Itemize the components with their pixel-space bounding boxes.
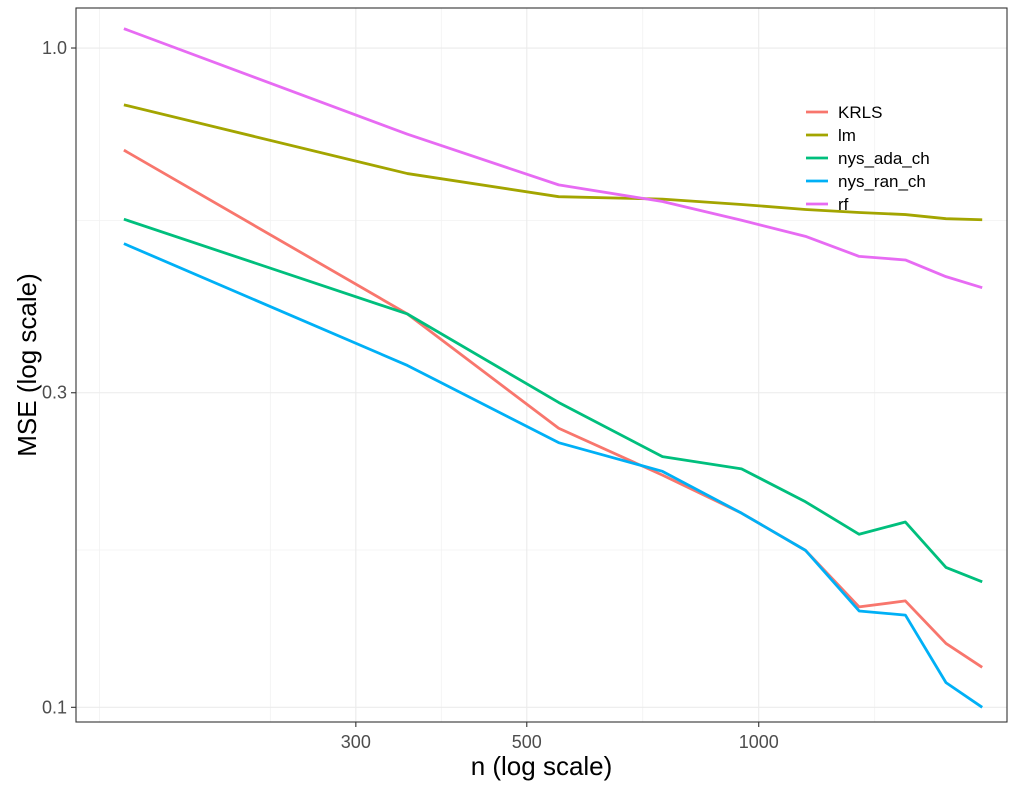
series-lines xyxy=(123,27,983,709)
minor-grid xyxy=(76,8,1007,722)
legend-label-nys-ran-ch: nys_ran_ch xyxy=(838,172,926,191)
x-tick-label: 1000 xyxy=(739,732,779,752)
legend-label-rf: rf xyxy=(838,195,849,214)
x-tick-label: 500 xyxy=(512,732,542,752)
series-line-nys-ran-ch xyxy=(123,242,983,709)
series-line-rf xyxy=(123,27,983,290)
legend-label-nys-ada-ch: nys_ada_ch xyxy=(838,149,930,168)
series-line-lm xyxy=(123,103,983,222)
y-tick-label: 0.3 xyxy=(42,383,67,403)
x-axis-ticks: 300 500 1000 xyxy=(341,722,779,752)
y-axis-ticks: 0.1 0.3 1.0 xyxy=(42,38,76,717)
x-axis-title: n (log scale) xyxy=(471,751,613,781)
panel-border xyxy=(75,7,1008,723)
y-tick-label: 1.0 xyxy=(42,38,67,58)
x-tick-label: 300 xyxy=(341,732,371,752)
major-grid xyxy=(76,8,1007,722)
y-tick-label: 0.1 xyxy=(42,697,67,717)
y-axis-title: MSE (log scale) xyxy=(12,273,42,457)
legend-label-krls: KRLS xyxy=(838,103,882,122)
series-line-nys-ada-ch xyxy=(123,217,983,584)
legend-label-lm: lm xyxy=(838,126,856,145)
